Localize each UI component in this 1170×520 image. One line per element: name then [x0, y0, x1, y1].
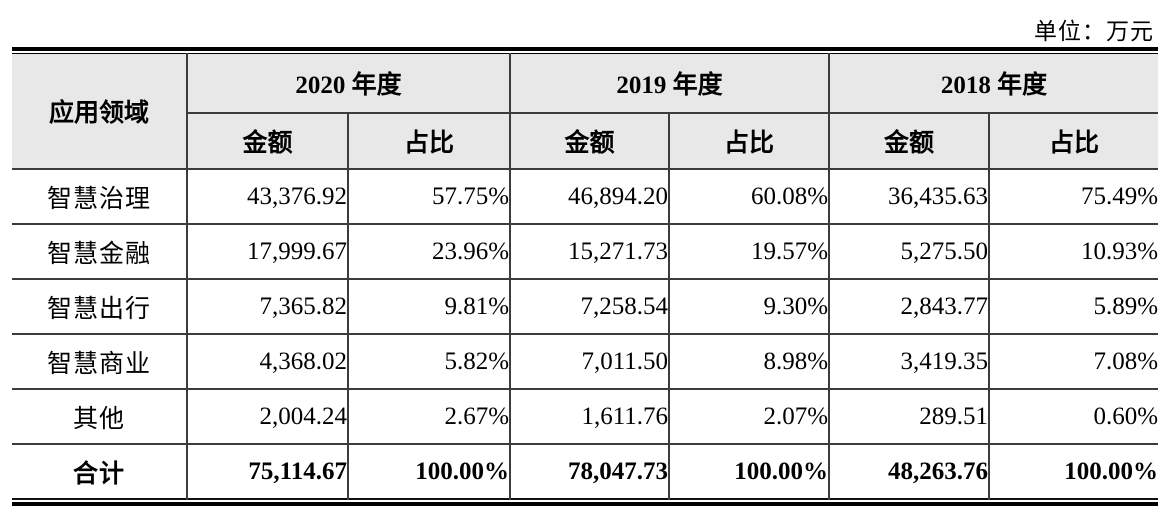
- amount-cell: 289.51: [828, 388, 991, 445]
- amount-cell: 7,011.50: [509, 333, 671, 390]
- revenue-by-application-table: 应用领域 2020 年度 2019 年度 2018 年度 金额 占比 金额 占比…: [12, 53, 1159, 500]
- ratio-cell: 57.75%: [346, 168, 512, 225]
- year-header-2019: 2019 年度: [509, 53, 831, 114]
- header-row-years: 应用领域 2020 年度 2019 年度 2018 年度: [12, 53, 1159, 170]
- year-header-2018: 2018 年度: [828, 53, 1159, 114]
- category-cell: 智慧金融: [12, 223, 188, 280]
- amount-cell: 36,435.63: [828, 168, 991, 225]
- ratio-cell: 100.00%: [988, 443, 1159, 499]
- ratio-cell: 8.98%: [668, 333, 831, 390]
- ratio-cell: 5.89%: [988, 278, 1159, 335]
- column-header-application-field: 应用领域: [12, 53, 188, 170]
- year-header-2020: 2020 年度: [185, 53, 512, 114]
- amount-cell: 15,271.73: [509, 223, 671, 280]
- subheader-2018-ratio: 占比: [988, 112, 1159, 170]
- amount-cell: 1,611.76: [509, 388, 671, 445]
- amount-cell: 2,004.24: [186, 388, 349, 445]
- amount-cell: 17,999.67: [186, 223, 349, 280]
- amount-cell: 7,258.54: [509, 278, 671, 335]
- amount-cell: 46,894.20: [509, 168, 671, 225]
- amount-cell: 3,419.35: [828, 333, 991, 390]
- ratio-cell: 10.93%: [988, 223, 1159, 280]
- ratio-cell: 100.00%: [668, 443, 831, 499]
- amount-cell: 4,368.02: [186, 333, 349, 390]
- table-row: 智慧金融 17,999.67 23.96% 15,271.73 19.57% 5…: [12, 223, 1159, 280]
- subheader-2020-ratio: 占比: [346, 112, 512, 170]
- subheader-2020-amount: 金额: [187, 112, 349, 170]
- table-frame: 应用领域 2020 年度 2019 年度 2018 年度 金额 占比 金额 占比…: [12, 47, 1159, 506]
- ratio-cell: 23.96%: [346, 223, 512, 280]
- amount-cell: 78,047.73: [509, 443, 671, 499]
- unit-label: 单位：万元: [1034, 19, 1154, 44]
- ratio-cell: 100.00%: [346, 443, 512, 499]
- ratio-cell: 0.60%: [988, 388, 1159, 445]
- category-cell: 合计: [12, 443, 188, 499]
- category-cell: 智慧治理: [12, 168, 188, 225]
- category-cell: 智慧出行: [12, 278, 188, 335]
- subheader-2019-ratio: 占比: [668, 112, 831, 170]
- ratio-cell: 9.81%: [346, 278, 512, 335]
- ratio-cell: 2.67%: [346, 388, 512, 445]
- ratio-cell: 9.30%: [668, 278, 831, 335]
- category-cell: 其他: [12, 388, 188, 445]
- header-row-measures: 金额 占比 金额 占比 金额 占比: [12, 112, 1159, 170]
- ratio-cell: 7.08%: [988, 333, 1159, 390]
- amount-cell: 7,365.82: [186, 278, 349, 335]
- amount-cell: 75,114.67: [186, 443, 349, 499]
- table-row-total: 合计 75,114.67 100.00% 78,047.73 100.00% 4…: [12, 443, 1159, 499]
- amount-cell: 5,275.50: [828, 223, 991, 280]
- ratio-cell: 19.57%: [668, 223, 831, 280]
- ratio-cell: 2.07%: [668, 388, 831, 445]
- subheader-2018-amount: 金额: [828, 112, 991, 170]
- table-row: 智慧商业 4,368.02 5.82% 7,011.50 8.98% 3,419…: [12, 333, 1159, 390]
- amount-cell: 43,376.92: [186, 168, 349, 225]
- category-cell: 智慧商业: [12, 333, 188, 390]
- ratio-cell: 5.82%: [346, 333, 512, 390]
- table-row: 智慧出行 7,365.82 9.81% 7,258.54 9.30% 2,843…: [12, 278, 1159, 335]
- subheader-2019-amount: 金额: [509, 112, 671, 170]
- table-row: 其他 2,004.24 2.67% 1,611.76 2.07% 289.51 …: [12, 388, 1159, 445]
- table-row: 智慧治理 43,376.92 57.75% 46,894.20 60.08% 3…: [12, 168, 1159, 225]
- ratio-cell: 60.08%: [668, 168, 831, 225]
- amount-cell: 48,263.76: [828, 443, 991, 499]
- amount-cell: 2,843.77: [828, 278, 991, 335]
- ratio-cell: 75.49%: [988, 168, 1159, 225]
